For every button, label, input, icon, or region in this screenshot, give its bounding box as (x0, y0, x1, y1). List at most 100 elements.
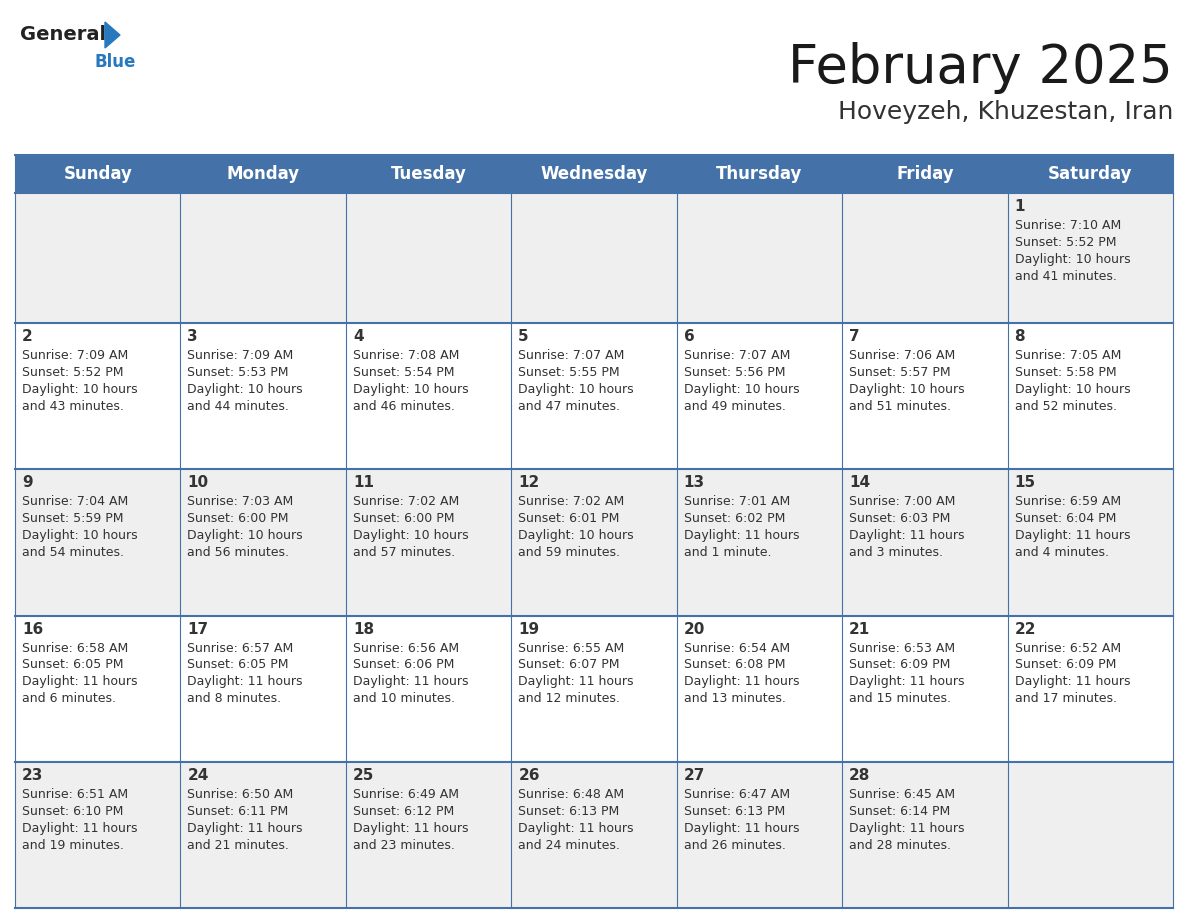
Text: February 2025: February 2025 (789, 42, 1173, 94)
Text: Sunset: 5:54 PM: Sunset: 5:54 PM (353, 366, 454, 379)
Text: Sunset: 5:56 PM: Sunset: 5:56 PM (684, 366, 785, 379)
Text: Sunrise: 7:08 AM: Sunrise: 7:08 AM (353, 349, 460, 362)
Text: 27: 27 (684, 767, 706, 783)
Text: 14: 14 (849, 476, 871, 490)
Text: Daylight: 11 hours: Daylight: 11 hours (23, 822, 138, 834)
Text: 19: 19 (518, 621, 539, 636)
Text: Sunrise: 7:09 AM: Sunrise: 7:09 AM (188, 349, 293, 362)
Bar (15, 615, 1173, 762)
Text: Sunrise: 6:58 AM: Sunrise: 6:58 AM (23, 642, 128, 655)
Text: and 44 minutes.: and 44 minutes. (188, 400, 290, 413)
Text: and 13 minutes.: and 13 minutes. (684, 692, 785, 706)
Text: Daylight: 10 hours: Daylight: 10 hours (353, 383, 468, 396)
Text: 17: 17 (188, 621, 209, 636)
Text: Wednesday: Wednesday (541, 165, 647, 183)
Text: Sunset: 5:53 PM: Sunset: 5:53 PM (188, 366, 289, 379)
Text: 26: 26 (518, 767, 539, 783)
Text: 2: 2 (23, 329, 33, 344)
Text: Sunrise: 7:07 AM: Sunrise: 7:07 AM (518, 349, 625, 362)
Text: 8: 8 (1015, 329, 1025, 344)
Text: Daylight: 10 hours: Daylight: 10 hours (188, 383, 303, 396)
Text: Sunrise: 6:50 AM: Sunrise: 6:50 AM (188, 788, 293, 800)
Text: Sunrise: 6:53 AM: Sunrise: 6:53 AM (849, 642, 955, 655)
Text: Sunrise: 7:07 AM: Sunrise: 7:07 AM (684, 349, 790, 362)
Text: Daylight: 11 hours: Daylight: 11 hours (1015, 676, 1130, 688)
Text: and 10 minutes.: and 10 minutes. (353, 692, 455, 706)
Text: Sunrise: 7:10 AM: Sunrise: 7:10 AM (1015, 219, 1120, 232)
Text: Hoveyzeh, Khuzestan, Iran: Hoveyzeh, Khuzestan, Iran (838, 100, 1173, 124)
Text: Sunset: 6:01 PM: Sunset: 6:01 PM (518, 512, 620, 525)
Text: and 8 minutes.: and 8 minutes. (188, 692, 282, 706)
Text: Sunset: 5:58 PM: Sunset: 5:58 PM (1015, 366, 1117, 379)
Text: Sunrise: 6:45 AM: Sunrise: 6:45 AM (849, 788, 955, 800)
Text: Daylight: 11 hours: Daylight: 11 hours (188, 676, 303, 688)
Text: Sunset: 6:11 PM: Sunset: 6:11 PM (188, 805, 289, 818)
Text: Daylight: 11 hours: Daylight: 11 hours (1015, 530, 1130, 543)
Text: 20: 20 (684, 621, 706, 636)
Text: 21: 21 (849, 621, 871, 636)
Text: Sunset: 6:14 PM: Sunset: 6:14 PM (849, 805, 950, 818)
Text: Friday: Friday (896, 165, 954, 183)
Text: and 12 minutes.: and 12 minutes. (518, 692, 620, 706)
Text: Sunrise: 7:06 AM: Sunrise: 7:06 AM (849, 349, 955, 362)
Text: Sunset: 6:13 PM: Sunset: 6:13 PM (518, 805, 619, 818)
Text: Daylight: 11 hours: Daylight: 11 hours (188, 822, 303, 834)
Text: Sunrise: 6:54 AM: Sunrise: 6:54 AM (684, 642, 790, 655)
Text: and 26 minutes.: and 26 minutes. (684, 839, 785, 852)
Text: Sunset: 6:05 PM: Sunset: 6:05 PM (23, 658, 124, 671)
Text: Daylight: 11 hours: Daylight: 11 hours (684, 676, 800, 688)
Text: Daylight: 11 hours: Daylight: 11 hours (353, 676, 468, 688)
Text: Monday: Monday (227, 165, 299, 183)
Text: Sunset: 5:52 PM: Sunset: 5:52 PM (23, 366, 124, 379)
Bar (15, 762, 1173, 908)
Text: Sunset: 6:06 PM: Sunset: 6:06 PM (353, 658, 454, 671)
Text: 16: 16 (23, 621, 43, 636)
Text: Daylight: 11 hours: Daylight: 11 hours (518, 822, 633, 834)
Text: Daylight: 11 hours: Daylight: 11 hours (849, 530, 965, 543)
Text: and 1 minute.: and 1 minute. (684, 546, 771, 559)
Text: Saturday: Saturday (1048, 165, 1132, 183)
Text: Sunset: 6:09 PM: Sunset: 6:09 PM (1015, 658, 1116, 671)
Text: Sunrise: 6:47 AM: Sunrise: 6:47 AM (684, 788, 790, 800)
Text: 10: 10 (188, 476, 209, 490)
Text: and 41 minutes.: and 41 minutes. (1015, 270, 1117, 283)
Text: 28: 28 (849, 767, 871, 783)
Text: Tuesday: Tuesday (391, 165, 467, 183)
Text: 3: 3 (188, 329, 198, 344)
Text: and 57 minutes.: and 57 minutes. (353, 546, 455, 559)
Text: Sunset: 6:13 PM: Sunset: 6:13 PM (684, 805, 785, 818)
Text: Sunset: 5:59 PM: Sunset: 5:59 PM (23, 512, 124, 525)
Text: Sunset: 6:00 PM: Sunset: 6:00 PM (353, 512, 454, 525)
Text: 23: 23 (23, 767, 44, 783)
Text: Daylight: 10 hours: Daylight: 10 hours (1015, 253, 1130, 266)
Text: Daylight: 10 hours: Daylight: 10 hours (518, 383, 634, 396)
Text: 4: 4 (353, 329, 364, 344)
Text: and 51 minutes.: and 51 minutes. (849, 400, 952, 413)
Text: and 28 minutes.: and 28 minutes. (849, 839, 952, 852)
Text: and 21 minutes.: and 21 minutes. (188, 839, 290, 852)
Text: Sunset: 6:10 PM: Sunset: 6:10 PM (23, 805, 124, 818)
Text: Sunset: 5:57 PM: Sunset: 5:57 PM (849, 366, 950, 379)
Text: and 15 minutes.: and 15 minutes. (849, 692, 952, 706)
Text: and 19 minutes.: and 19 minutes. (23, 839, 124, 852)
Text: Thursday: Thursday (716, 165, 803, 183)
Text: Sunrise: 6:57 AM: Sunrise: 6:57 AM (188, 642, 293, 655)
Text: 1: 1 (1015, 199, 1025, 214)
Text: Daylight: 11 hours: Daylight: 11 hours (684, 530, 800, 543)
Text: Sunset: 6:12 PM: Sunset: 6:12 PM (353, 805, 454, 818)
Text: Sunrise: 7:01 AM: Sunrise: 7:01 AM (684, 495, 790, 509)
Text: 9: 9 (23, 476, 32, 490)
Text: Daylight: 10 hours: Daylight: 10 hours (849, 383, 965, 396)
Text: Daylight: 11 hours: Daylight: 11 hours (23, 676, 138, 688)
Text: and 6 minutes.: and 6 minutes. (23, 692, 116, 706)
Text: Sunset: 5:55 PM: Sunset: 5:55 PM (518, 366, 620, 379)
Text: Sunrise: 7:02 AM: Sunrise: 7:02 AM (518, 495, 625, 509)
Text: Sunset: 6:04 PM: Sunset: 6:04 PM (1015, 512, 1116, 525)
Text: 12: 12 (518, 476, 539, 490)
Text: Sunrise: 6:55 AM: Sunrise: 6:55 AM (518, 642, 625, 655)
Text: and 23 minutes.: and 23 minutes. (353, 839, 455, 852)
Text: Sunday: Sunday (63, 165, 132, 183)
Text: and 24 minutes.: and 24 minutes. (518, 839, 620, 852)
Text: Sunset: 6:07 PM: Sunset: 6:07 PM (518, 658, 620, 671)
Text: Sunrise: 6:51 AM: Sunrise: 6:51 AM (23, 788, 128, 800)
